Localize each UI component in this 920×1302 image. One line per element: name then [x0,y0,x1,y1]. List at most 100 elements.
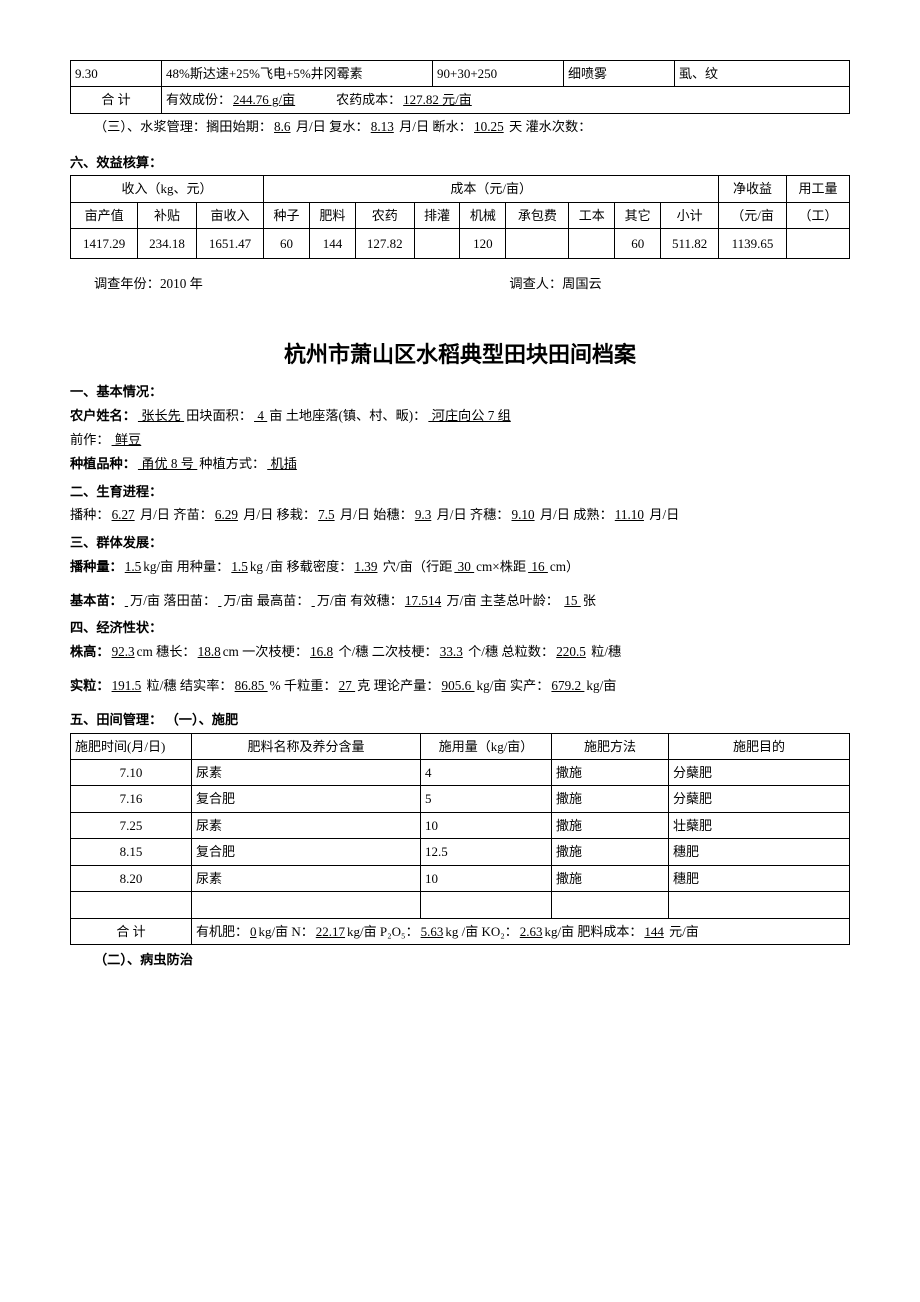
cost-value: 127.82 元/亩 [401,92,474,107]
muinc: 1651.47 [196,229,263,259]
section-5-title: 五、田间管理： （一）、施肥 [70,709,850,731]
cell: 10 [421,812,552,838]
data-row: 1417.29 234.18 1651.47 60 144 127.82 120… [71,229,850,259]
section-3-title: 三、群体发展： [70,532,850,554]
col-amount: 施用量（kg/亩） [421,733,552,759]
col-method: 施肥方法 [552,733,669,759]
col-muval: 亩产值 [71,202,138,228]
prev-crop: 鲜豆 [110,432,144,447]
s4-line1: 株高：92.3cm 穗长：18.8cm 一次枝梗：16.8 个/穗 二次枝梗：3… [70,641,850,663]
col-date: 施肥时间(月/日) [71,733,192,759]
cell: 尿素 [192,812,421,838]
plant-spacing: 16 [526,559,550,574]
seedling-date: 6.29 [213,507,240,522]
seed-rate: 86.85 [233,678,270,693]
primary-branch: 16.8 [308,644,335,659]
main-title: 杭州市萧山区水稻典型田块田间档案 [70,337,850,373]
section-6-title: 六、效益核算： [70,152,850,174]
mach: 120 [460,229,506,259]
secondary-branch: 33.3 [438,644,465,659]
cell: 复合肥 [192,786,421,812]
cell: 穗肥 [669,865,850,891]
farmer-name: 张长先 [136,408,186,423]
section-2-title: 二、生育进程： [70,481,850,503]
survey-footer: 调查年份：2010 年 调查人：周国云 [70,273,850,295]
col-muinc: 亩收入 [196,202,263,228]
col-fert: 肥料 [309,202,355,228]
transplant-date: 7.5 [316,507,336,522]
sow-date: 6.27 [110,507,137,522]
effective-panicle: 17.514 [403,593,443,608]
v3: 10.25 [472,119,506,134]
actual-yield: 679.2 [549,678,586,693]
seed: 60 [264,229,310,259]
area: 4 [252,408,269,423]
benefit-table: 收入（kg、元） 成本（元/亩） 净收益 用工量 亩产值 补贴 亩收入 种子 肥… [70,175,850,259]
mature-date: 11.10 [613,507,646,522]
col-other: 其它 [615,202,661,228]
pest: 127.82 [355,229,414,259]
section-5b-title: （二）、病虫防治 [70,949,850,971]
v4 [591,119,595,134]
year-label: 调查年份： [94,276,160,291]
target-cell: 虱、纹 [675,61,850,87]
col-pest: 农药 [355,202,414,228]
cell: 穗肥 [669,839,850,865]
subtotal: 511.82 [661,229,719,259]
row-spacing: 30 [452,559,476,574]
sowing-amount: 1.5 [123,559,143,574]
fert-cost: 144 [642,924,666,939]
col-irr: 排灌 [414,202,460,228]
header-row: 施肥时间(月/日) 肥料名称及养分含量 施用量（kg/亩） 施肥方法 施肥目的 [71,733,850,759]
s1-line3: 种植品种： 甬优 8 号 种植方式： 机插 [70,453,850,475]
other: 60 [615,229,661,259]
eff-label: 有效成份： [166,92,231,107]
location: 河庄向公 7 组 [426,408,512,423]
s1-line1: 农户姓名： 张长先 田块面积： 4 亩 土地座落(镇、村、畈)： 河庄向公 7 … [70,405,850,427]
method: 机插 [265,456,299,471]
v1: 8.6 [272,119,292,134]
cell: 分蘖肥 [669,786,850,812]
net: 1139.65 [719,229,787,259]
cell: 尿素 [192,865,421,891]
organic-value: 0 [248,924,259,939]
col-net-unit: （元/亩 [719,202,787,228]
s3-line2: 基本苗： 万/亩 落田苗： 万/亩 最高苗： 万/亩 有效穗：17.514 万/… [70,590,850,612]
density: 1.39 [352,559,379,574]
col-mach: 机械 [460,202,506,228]
cell: 10 [421,865,552,891]
rent [506,229,569,259]
total-content: 有效成份：244.76 g/亩 农药成本：127.82 元/亩 [162,87,850,113]
full-heading-date: 9.10 [510,507,537,522]
date-cell: 9.30 [71,61,162,87]
col-wage: 工本 [569,202,615,228]
eff-value: 244.76 g/亩 [231,92,297,107]
cell: 7.10 [71,759,192,785]
variety: 甬优 8 号 [136,456,199,471]
cell: 8.15 [71,839,192,865]
table-row: 7.25尿素10撒施壮蘖肥 [71,812,850,838]
labor-header: 用工量 [786,176,849,202]
filled-grain: 191.5 [110,678,144,693]
water-management-line: （三）、水浆管理：搁田始期：8.6 月/日 复水：8.13 月/日 断水：10.… [70,116,850,138]
table-row: 9.30 48%斯达速+25%飞电+5%井冈霉素 90+30+250 细喷雾 虱… [71,61,850,87]
cell: 撒施 [552,812,669,838]
n-value: 22.17 [314,924,347,939]
col-purpose: 施肥目的 [669,733,850,759]
table-row: 7.16复合肥5撒施分蘖肥 [71,786,850,812]
v2: 8.13 [369,119,396,134]
cell: 壮蘖肥 [669,812,850,838]
table-row: 7.10尿素4撒施分蘖肥 [71,759,850,785]
fertilizer-table: 施肥时间(月/日) 肥料名称及养分含量 施用量（kg/亩） 施肥方法 施肥目的 … [70,733,850,946]
pesticide-cell: 48%斯达速+25%飞电+5%井冈霉素 [162,61,433,87]
plant-height: 92.3 [110,644,137,659]
cell: 撒施 [552,839,669,865]
method-cell: 细喷雾 [564,61,675,87]
total-label: 合 计 [71,87,162,113]
s4-line2: 实粒：191.5 粒/穗 结实率：86.85 % 千粒重：27 克 理论产量：9… [70,675,850,697]
cell: 撒施 [552,786,669,812]
cell: 撒施 [552,865,669,891]
heading-date: 9.3 [413,507,433,522]
year-value: 2010 年 [160,276,203,291]
total-content: 有机肥：0kg/亩 N：22.17kg/亩 P₂O₅：5.63kg /亩 KO₂… [192,918,850,944]
